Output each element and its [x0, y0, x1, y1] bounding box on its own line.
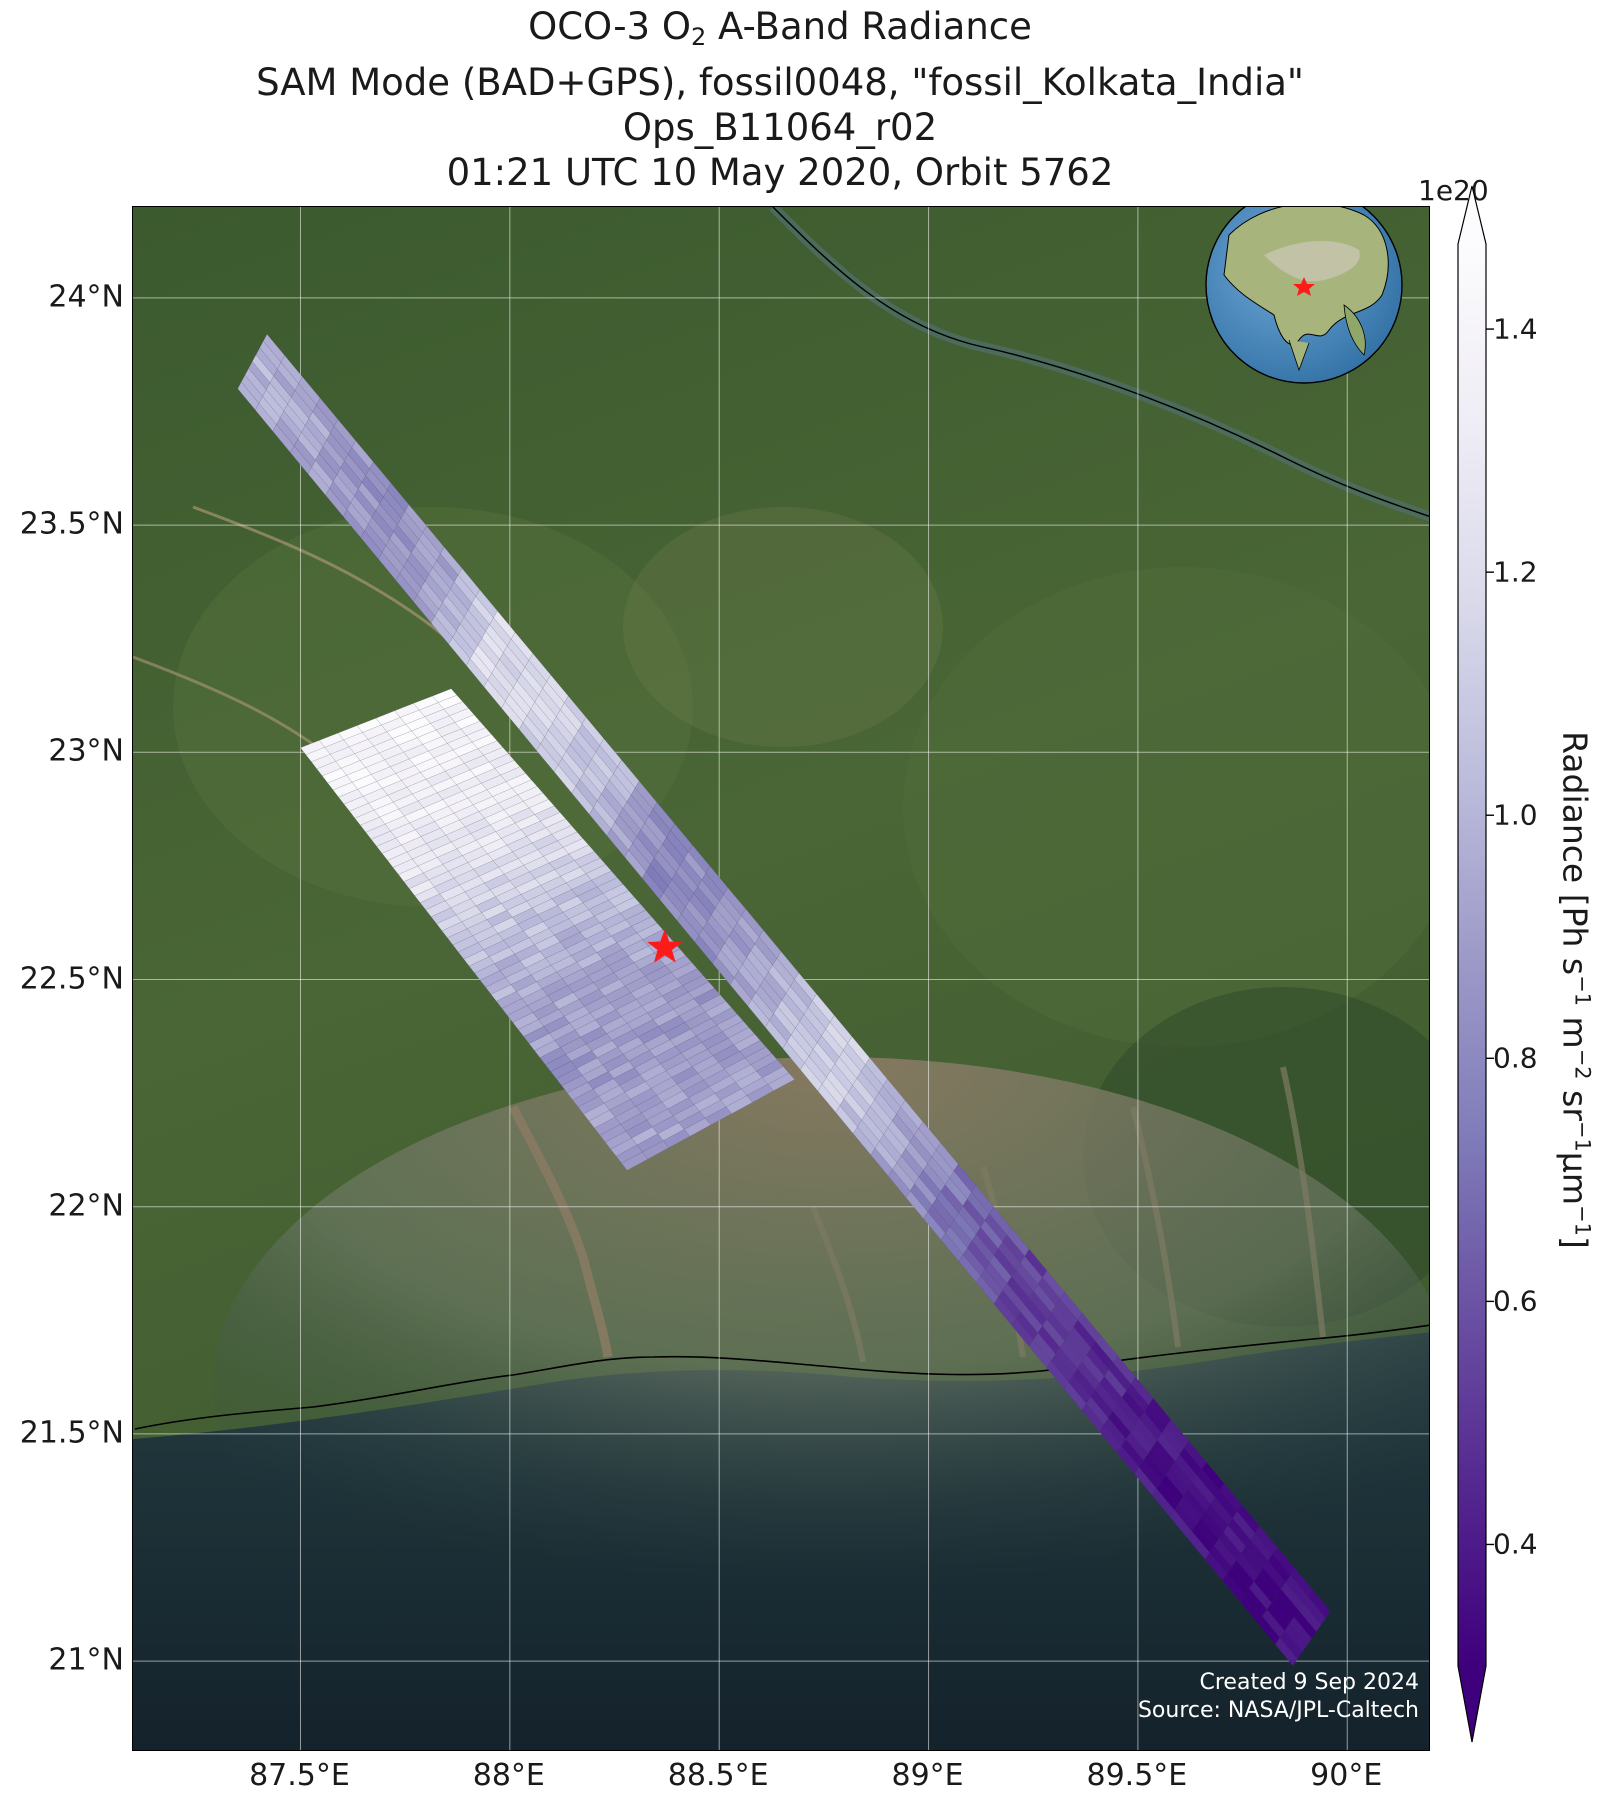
globe-icon	[1205, 207, 1403, 384]
lon-tick-label: 90°E	[1310, 1758, 1383, 1793]
coastline	[134, 1324, 1429, 1430]
title-line-3: Ops_B11064_r02	[622, 106, 938, 149]
credit-source: Source: NASA/JPL-Caltech	[1138, 1698, 1419, 1723]
long-swath	[237, 333, 1331, 1667]
lat-tick-label: 22°N	[48, 1188, 124, 1224]
colorbar-tick-label: 1.2	[1493, 555, 1538, 589]
colorbar-tick-label: 1.0	[1493, 798, 1538, 832]
lat-tick-label: 23.5°N	[19, 506, 124, 542]
colorbar-tick-label: 0.6	[1493, 1284, 1538, 1318]
lat-tick-label: 21.5°N	[19, 1415, 124, 1451]
lat-tick-label: 21°N	[48, 1642, 124, 1678]
colorbar-gradient	[1458, 244, 1486, 1666]
lon-tick-label: 87.5°E	[249, 1758, 350, 1793]
hooghly-estuary	[508, 1104, 613, 1358]
colorbar	[1457, 185, 1494, 1743]
credit-created: Created 9 Sep 2024	[1200, 1670, 1420, 1695]
title-line-4: 01:21 UTC 10 May 2020, Orbit 5762	[446, 151, 1114, 194]
star-icon	[647, 929, 683, 963]
lat-tick-label: 22.5°N	[19, 961, 124, 996]
colorbar-extend-min	[1458, 1666, 1486, 1742]
colorbar-exponent: 1e20	[1418, 174, 1489, 207]
colorbar-extend-max	[1458, 186, 1486, 244]
colorbar-tick-label: 1.4	[1493, 312, 1538, 346]
graticule	[133, 207, 1429, 1750]
colorbar-label: Radiance [Ph s−1 m−2 sr−1μm−1]	[1555, 731, 1595, 1249]
lon-tick-label: 89.5°E	[1086, 1758, 1188, 1793]
lat-tick-label: 24°N	[48, 279, 124, 315]
title-line-2: SAM Mode (BAD+GPS), fossil0048, "fossil_…	[256, 61, 1304, 104]
lat-tick-label: 23°N	[48, 733, 124, 769]
colorbar-tick-label: 0.8	[1493, 1041, 1538, 1075]
map-canvas[interactable]: Created 9 Sep 2024 Source: NASA/JPL-Calt…	[133, 207, 1430, 1751]
lon-tick-label: 89°E	[891, 1758, 964, 1793]
lon-tick-label: 88°E	[472, 1758, 545, 1793]
sounding-swaths	[237, 333, 1331, 1667]
short-swath	[300, 688, 795, 1171]
colorbar-tick-label: 0.4	[1493, 1527, 1538, 1561]
lon-tick-label: 88.5°E	[667, 1758, 769, 1793]
sediment-plume	[213, 1057, 1429, 1717]
title-line-1: OCO-3 O2 A-Band Radiance	[528, 5, 1032, 51]
chart-title: OCO-3 O2 A-Band Radiance SAM Mode (BAD+G…	[0, 4, 1560, 195]
map-panel[interactable]: Created 9 Sep 2024 Source: NASA/JPL-Calt…	[132, 206, 1430, 1751]
